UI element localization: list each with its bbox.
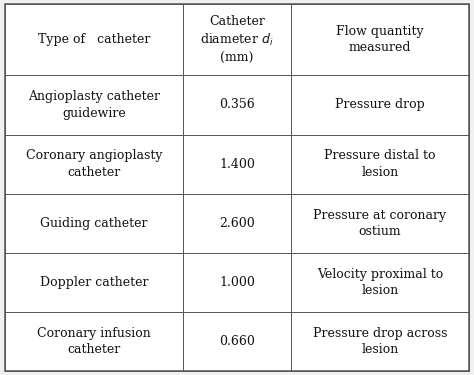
Text: Type of   catheter: Type of catheter [38, 33, 150, 46]
Bar [5, 4, 183, 75]
Bar [291, 253, 469, 312]
Bar [5, 75, 183, 135]
Text: Pressure drop across
lesion: Pressure drop across lesion [313, 327, 447, 356]
Bar [183, 75, 291, 135]
Bar [5, 194, 183, 253]
Bar [183, 4, 291, 75]
Text: Guiding catheter: Guiding catheter [40, 217, 148, 230]
Bar [5, 312, 183, 371]
Bar [291, 312, 469, 371]
Text: 0.660: 0.660 [219, 335, 255, 348]
Bar [183, 135, 291, 194]
Text: Pressure distal to
lesion: Pressure distal to lesion [324, 149, 436, 179]
Text: 1.400: 1.400 [219, 158, 255, 171]
Bar [291, 75, 469, 135]
Bar [183, 253, 291, 312]
Text: Pressure at coronary
ostium: Pressure at coronary ostium [313, 209, 447, 238]
Bar [5, 253, 183, 312]
Text: Doppler catheter: Doppler catheter [40, 276, 148, 289]
Bar [291, 194, 469, 253]
Text: Coronary angioplasty
catheter: Coronary angioplasty catheter [26, 149, 162, 179]
Text: 1.000: 1.000 [219, 276, 255, 289]
Text: Velocity proximal to
lesion: Velocity proximal to lesion [317, 268, 443, 297]
Text: Flow quantity
measured: Flow quantity measured [336, 25, 424, 54]
Text: Pressure drop: Pressure drop [335, 99, 425, 111]
Bar [5, 135, 183, 194]
Text: 0.356: 0.356 [219, 99, 255, 111]
Bar [291, 135, 469, 194]
Text: Coronary infusion
catheter: Coronary infusion catheter [37, 327, 151, 356]
Text: Angioplasty catheter
guidewire: Angioplasty catheter guidewire [28, 90, 160, 120]
Bar [183, 312, 291, 371]
Bar [291, 4, 469, 75]
Bar [183, 194, 291, 253]
Text: Catheter
diameter $d_i$
(mm): Catheter diameter $d_i$ (mm) [201, 15, 273, 64]
Text: 2.600: 2.600 [219, 217, 255, 230]
